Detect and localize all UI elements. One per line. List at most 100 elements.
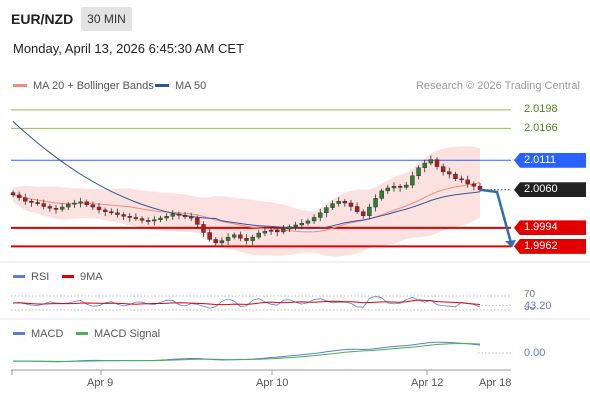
macd-swatch [13,331,25,335]
timeframe-button[interactable]: 30 MIN [81,7,132,31]
candle-body [164,216,169,219]
rsi-level-70: 70 [524,289,536,300]
candle-body [102,209,108,212]
candle-body [367,206,372,216]
candle-body [281,228,286,233]
legend-rsi: RSI [13,271,49,283]
candle-body [232,234,237,238]
candle-body [145,220,151,222]
candle-body [397,186,403,188]
candle-body [354,206,360,212]
legend-ma20: MA 20 + Bollinger Bands [13,80,154,92]
x-tick-apr9: Apr 9 [87,377,114,389]
candle-body [391,186,397,189]
candle-body [47,206,53,209]
level-tag-resistance: 2.0166 [524,121,558,134]
legend-ma50: MA 50 [155,80,206,92]
candle-body [342,201,348,204]
ma20-label: MA 20 + Bollinger Bands [33,80,154,92]
candle-body [238,234,243,239]
candle-body [207,232,212,240]
legend-macd-signal: MACD Signal [76,328,160,340]
candle-body [152,219,157,222]
candle-body [139,218,145,221]
candle-body [176,213,182,216]
macd-line [13,341,481,363]
candle-body [59,206,65,210]
x-tick-apr10: Apr 10 [256,377,289,389]
candle-body [127,216,132,218]
candle-body [195,217,200,225]
candle-body [361,211,366,216]
macd-signal-swatch [76,331,88,335]
rsi-ma-label: 9MA [80,271,103,283]
candle-body [201,224,206,233]
candle-body [225,236,231,241]
projection-arrow [479,188,513,244]
projection-arrowhead [505,240,516,248]
macd-signal-line [13,342,481,362]
ma50-label: MA 50 [175,80,207,92]
candle-body [447,171,452,175]
candle-body [72,202,77,205]
candle-body [459,178,464,181]
candle-body [84,201,89,205]
credit-label: Research © 2026 Trading Central [415,80,580,92]
candle-body [53,208,59,210]
candle-body [213,239,218,244]
datetime-label: Monday, April 13, 2026 6:45:30 AM CET [13,41,245,56]
candle-body [121,214,126,217]
candle-body [250,236,255,241]
candle-body [133,217,139,219]
candle-body [109,211,114,214]
legend-rsi-ma: 9MA [62,271,103,283]
candle-body [416,167,421,177]
rsi-swatch [13,274,25,278]
x-tick-apr12: Apr 12 [411,377,444,389]
symbol-label: EUR/NZD [11,11,74,27]
candle-body [348,202,354,207]
candle-body [440,166,446,172]
candle-body [379,190,384,199]
x-tick-apr18: Apr 18 [479,377,512,389]
candle-body [385,187,391,192]
ma50-swatch [155,83,169,87]
ma50-line [12,121,481,230]
candle-body [410,175,415,186]
candle-body [330,203,335,208]
candle-body [35,202,40,204]
candle-body [422,162,427,168]
candle-body [324,207,329,214]
candle-body [373,198,378,208]
candle-body [16,194,22,198]
chart-header: EUR/NZD 30 MIN Monday, April 13, 2026 6:… [0,0,590,66]
candle-body [115,212,120,215]
candle-body [275,229,280,233]
rsi-value: 43.20 [524,300,552,312]
candle-body [10,192,16,196]
candle-body [453,173,458,179]
rsi-ma-line [12,299,481,306]
macd-value: 0.00 [524,347,546,359]
rsi-label: RSI [31,271,50,283]
rsi-line [12,295,481,309]
level-tag-support: 1.9962 [514,238,586,254]
level-tag-resistance: 2.0198 [524,103,558,116]
candle-body [305,220,311,224]
level-tag-support: 1.9994 [514,220,586,236]
candle-body [219,240,225,244]
candle-body [29,201,34,203]
ma20-line [12,182,481,233]
candle-body [244,238,249,241]
candle-body [256,232,261,238]
ma20-swatch [13,83,27,87]
level-tag-pivot: 2.0111 [514,152,586,168]
candle-body [41,203,46,207]
candle-body [158,217,163,220]
candle-body [404,184,409,188]
candle-body [96,206,102,211]
candle-body [182,214,188,218]
candle-body [318,212,323,218]
level-tag-current: 2.0060 [514,182,586,198]
